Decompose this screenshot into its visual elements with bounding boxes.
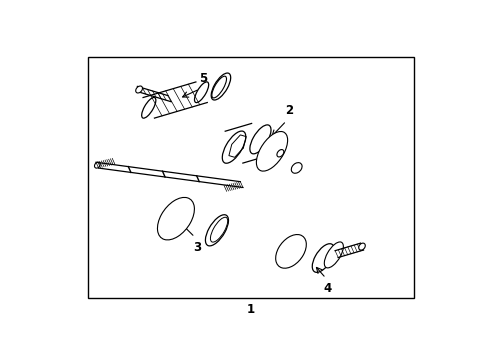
Ellipse shape	[268, 142, 282, 159]
Ellipse shape	[95, 162, 100, 168]
Ellipse shape	[162, 202, 191, 235]
Bar	[88, 57, 415, 298]
Ellipse shape	[276, 234, 306, 268]
Ellipse shape	[160, 199, 184, 237]
Text: 1: 1	[247, 303, 255, 316]
Ellipse shape	[165, 205, 190, 233]
Ellipse shape	[260, 135, 286, 167]
Ellipse shape	[270, 144, 281, 157]
Ellipse shape	[312, 244, 334, 273]
Ellipse shape	[167, 207, 188, 230]
Ellipse shape	[210, 217, 228, 242]
Text: 3: 3	[193, 241, 201, 254]
Ellipse shape	[359, 243, 365, 250]
Ellipse shape	[324, 242, 343, 268]
Ellipse shape	[277, 149, 284, 157]
Ellipse shape	[174, 215, 183, 224]
Ellipse shape	[258, 133, 287, 169]
Ellipse shape	[266, 140, 283, 161]
Ellipse shape	[195, 82, 209, 103]
Ellipse shape	[286, 243, 303, 261]
Text: 4: 4	[324, 282, 332, 294]
Ellipse shape	[172, 212, 185, 226]
Ellipse shape	[142, 98, 156, 118]
Ellipse shape	[211, 73, 231, 100]
Ellipse shape	[262, 137, 285, 165]
Ellipse shape	[157, 197, 195, 240]
Ellipse shape	[212, 76, 226, 98]
Ellipse shape	[222, 131, 246, 163]
Ellipse shape	[250, 125, 271, 154]
Ellipse shape	[160, 200, 193, 238]
Ellipse shape	[170, 210, 187, 228]
Ellipse shape	[205, 215, 228, 246]
Ellipse shape	[136, 86, 143, 93]
Ellipse shape	[289, 246, 302, 258]
Ellipse shape	[279, 237, 305, 266]
Ellipse shape	[256, 131, 288, 171]
Ellipse shape	[271, 145, 280, 155]
Text: 5: 5	[199, 72, 208, 85]
Ellipse shape	[282, 240, 304, 264]
Ellipse shape	[293, 249, 301, 256]
Ellipse shape	[292, 163, 302, 173]
Ellipse shape	[264, 138, 284, 163]
Text: 2: 2	[285, 104, 293, 117]
